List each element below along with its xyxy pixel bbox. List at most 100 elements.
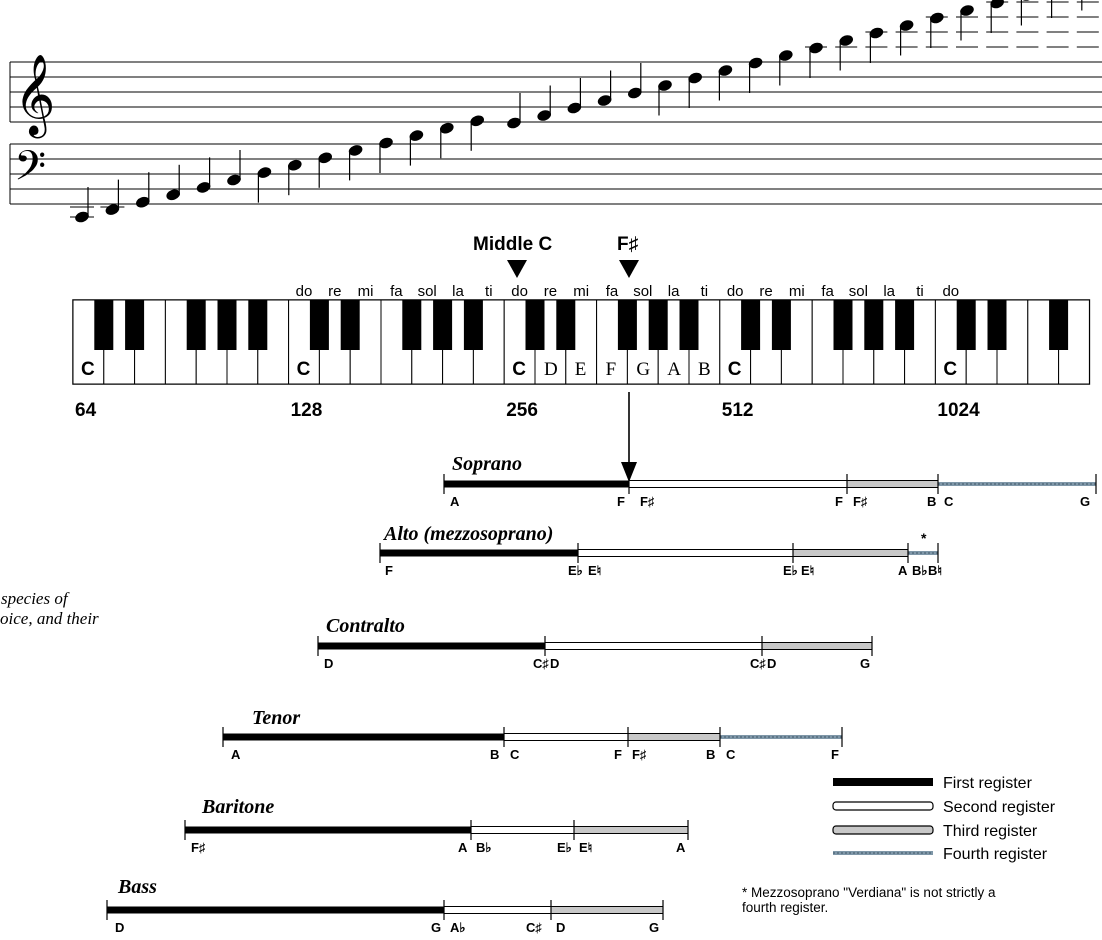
solfege-syllable: sol xyxy=(633,283,652,300)
register-segment-fourth xyxy=(908,551,938,555)
range-note-label: A♭ xyxy=(450,920,466,935)
register-segment-fourth xyxy=(720,735,842,739)
range-note-label: C xyxy=(944,494,954,509)
range-note-label: F♯ xyxy=(632,747,646,762)
scale-note xyxy=(567,78,582,114)
scale-note xyxy=(805,42,827,78)
black-key xyxy=(433,300,453,350)
black-key xyxy=(525,300,545,350)
voice-range-5: Bass D G A♭ C♯ D G xyxy=(106,876,664,935)
middle-c-label: Middle C xyxy=(473,234,552,255)
register-segment-second xyxy=(503,733,629,741)
scale-note xyxy=(597,70,612,106)
range-note-label: F♯ xyxy=(640,494,654,509)
solfege-syllable: mi xyxy=(573,283,589,300)
bass-staff xyxy=(9,143,1102,205)
black-key xyxy=(679,300,699,350)
solfege-syllable: ti xyxy=(485,283,493,300)
legend-label: Second register xyxy=(943,799,1056,816)
black-key xyxy=(463,300,483,350)
range-note-label: A xyxy=(898,563,908,578)
solfege-syllable: sol xyxy=(418,283,437,300)
solfege-syllable: re xyxy=(544,283,557,300)
register-segment-second xyxy=(544,642,763,650)
solfege-syllable: la xyxy=(668,283,680,300)
legend-item-third: Third register xyxy=(832,823,1038,840)
register-segment-second xyxy=(577,549,794,557)
c-key-label: C xyxy=(81,359,95,380)
black-key xyxy=(617,300,637,350)
scale-note xyxy=(196,157,211,193)
range-note-label: B♭ xyxy=(476,840,492,855)
solfege-syllable: do xyxy=(942,283,959,300)
scale-note xyxy=(779,50,793,86)
footnote-marker: * xyxy=(921,530,927,546)
key-note-label: G xyxy=(636,359,650,380)
treble-staff xyxy=(9,61,1102,123)
range-note-label: A xyxy=(231,747,241,762)
scale-note xyxy=(136,172,150,208)
scale-note xyxy=(409,130,424,166)
solfege-syllable: la xyxy=(452,283,464,300)
scale-note xyxy=(70,187,94,223)
register-segment-third xyxy=(761,642,873,650)
scale-note xyxy=(956,5,978,48)
range-note-label: F xyxy=(835,494,843,509)
register-segment-second xyxy=(470,826,575,834)
range-note-label: D xyxy=(550,656,559,671)
scale-note xyxy=(1016,0,1039,48)
frequency-label: 512 xyxy=(722,400,754,421)
range-note-label: C xyxy=(726,747,736,762)
black-key xyxy=(987,300,1007,350)
black-key xyxy=(771,300,791,350)
range-note-label: F♯ xyxy=(191,840,205,855)
scale-note xyxy=(748,57,763,93)
c-key-label: C xyxy=(297,359,311,380)
range-note-label: G xyxy=(649,920,659,935)
range-note-label: C xyxy=(510,747,520,762)
register-segment-second xyxy=(628,480,848,488)
scale-note xyxy=(1076,0,1099,48)
voice-name: Bass xyxy=(117,876,157,898)
range-note-label: E♮ xyxy=(801,563,814,578)
register-segment-first xyxy=(223,733,504,741)
range-note-label: C♯ xyxy=(533,656,549,671)
range-note-label: B xyxy=(490,747,499,762)
legend-label: Third register xyxy=(943,823,1038,840)
solfege-syllable: fa xyxy=(390,283,403,300)
range-note-label: E♭ xyxy=(557,840,572,855)
range-note-label: D xyxy=(324,656,333,671)
range-note-label: F xyxy=(831,747,839,762)
solfege-syllable: do xyxy=(296,283,313,300)
scale-note xyxy=(470,115,484,151)
scale-note xyxy=(379,137,393,173)
scale-note xyxy=(440,122,454,159)
solfege-syllable: sol xyxy=(849,283,868,300)
bass-clef-icon: 𝄢 xyxy=(14,143,46,199)
voice-name: Contralto xyxy=(326,615,405,637)
middle-c-arrow-icon xyxy=(507,260,527,278)
black-key xyxy=(864,300,884,350)
range-note-label: G xyxy=(1080,494,1090,509)
register-segment-third xyxy=(550,906,664,914)
scale-note xyxy=(537,85,551,121)
range-note-label: B♮ xyxy=(928,563,942,578)
piano-keyboard: C C C C CD E F G A B xyxy=(72,299,1091,385)
scale-note xyxy=(257,167,272,203)
scale-note xyxy=(227,150,241,186)
range-note-label: G xyxy=(431,920,441,935)
key-note-label: D xyxy=(544,359,558,380)
caption-line-1: species of xyxy=(1,589,70,608)
scale-note xyxy=(288,159,302,196)
black-key xyxy=(895,300,915,350)
register-segment-fourth xyxy=(938,482,1096,486)
scale-note xyxy=(507,93,521,129)
voice-name: Alto (mezzosoprano) xyxy=(382,523,553,545)
register-segment-first xyxy=(185,826,471,834)
range-note-label: B♭ xyxy=(912,563,928,578)
scale-note xyxy=(1046,0,1069,48)
range-note-label: A xyxy=(450,494,460,509)
scale-note xyxy=(628,63,642,99)
